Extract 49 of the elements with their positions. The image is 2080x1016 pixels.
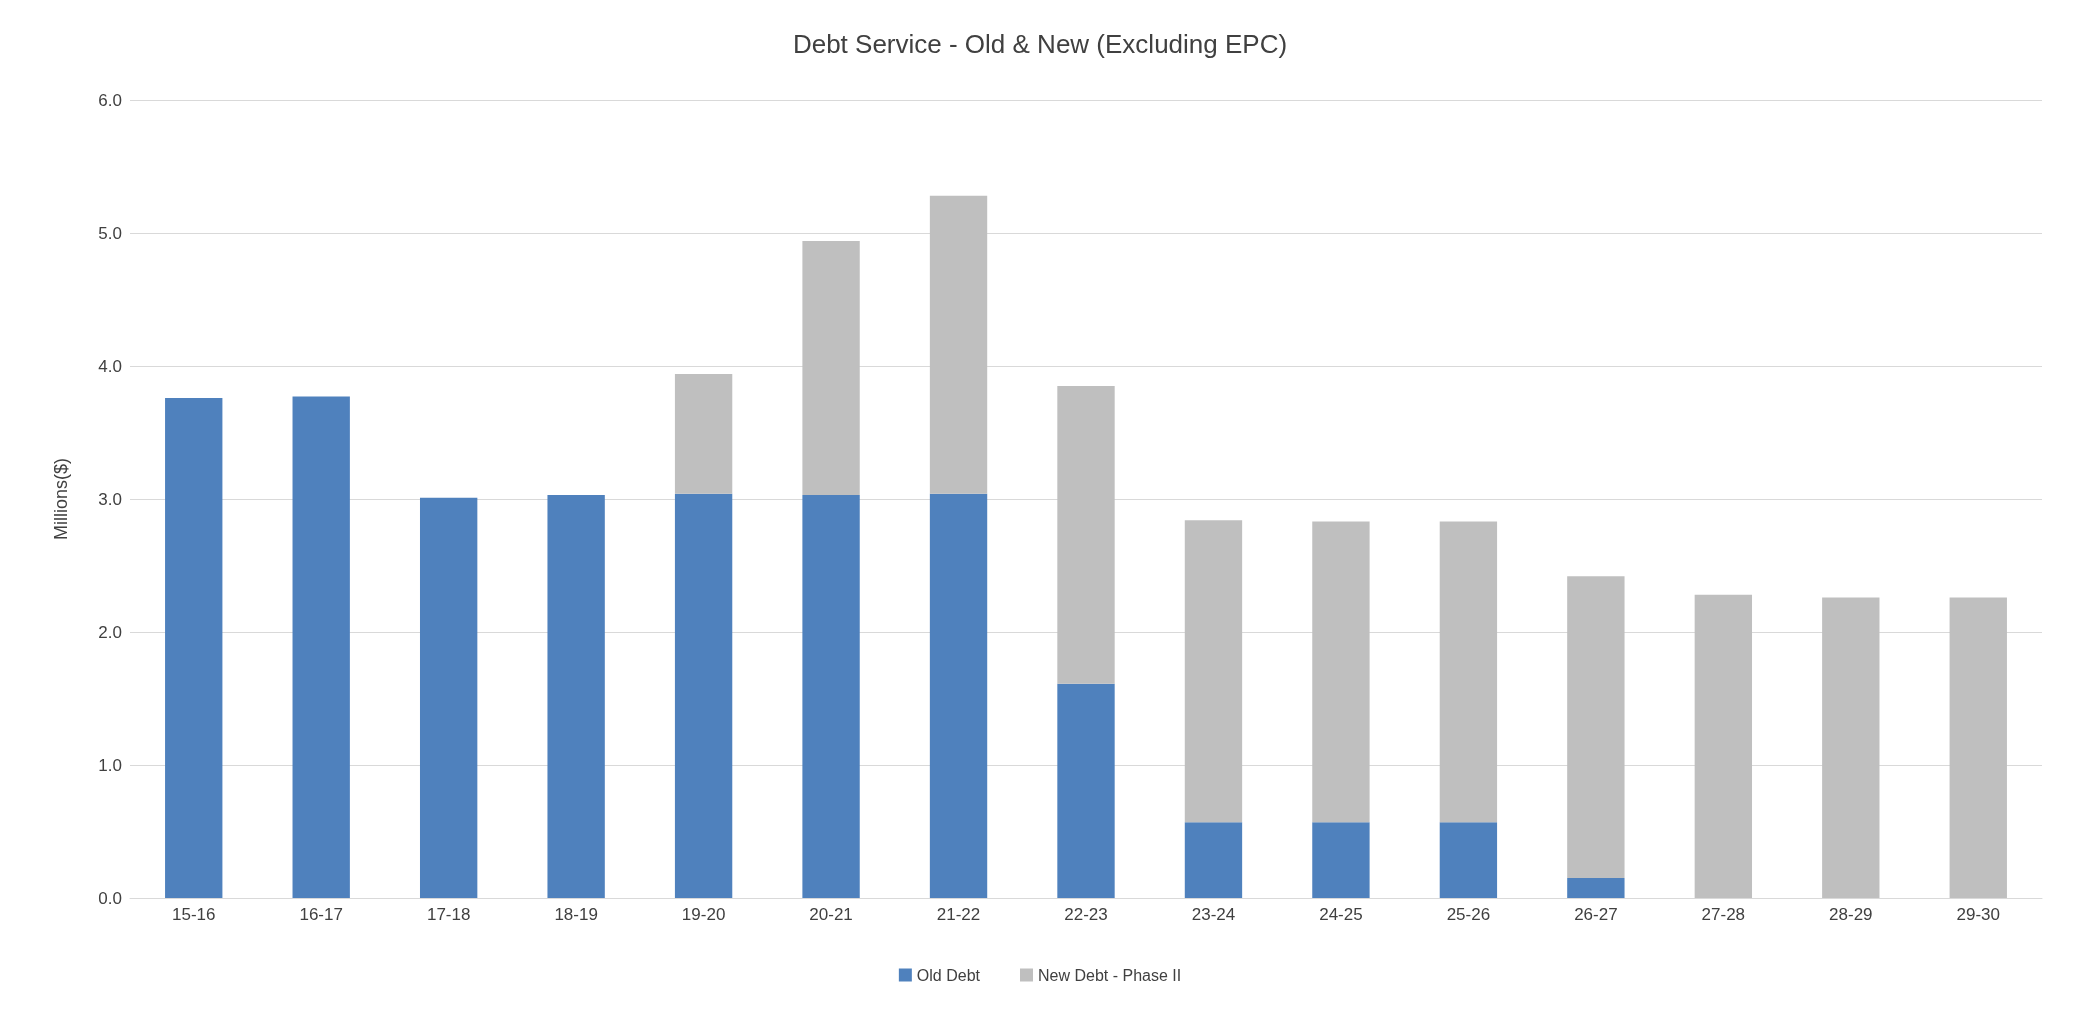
- bar: [802, 240, 860, 496]
- x-tick-label: 25-26: [1446, 905, 1491, 924]
- x-tick-label: 17-18: [426, 905, 471, 924]
- x-tick-label: 18-19: [554, 905, 598, 924]
- bar: [1184, 520, 1243, 823]
- x-tick-label: 21-22: [936, 905, 981, 924]
- x-tick-label: 15-16: [171, 905, 216, 924]
- bar: [1439, 521, 1498, 823]
- bar: [1439, 822, 1498, 898]
- bar: [929, 493, 988, 898]
- chart-title: Debt Service - Old & New (Excluding EPC): [792, 29, 1288, 59]
- bar: [674, 493, 733, 898]
- y-tick-label: 2.0: [98, 622, 122, 642]
- bar: [165, 397, 223, 898]
- bar: [802, 495, 860, 898]
- x-tick-label: 23-24: [1191, 905, 1236, 924]
- y-tick-label: 5.0: [98, 223, 122, 243]
- x-tick-label: 16-17: [299, 905, 343, 924]
- bar: [1822, 597, 1880, 898]
- y-tick-label: 6.0: [98, 90, 122, 110]
- x-tick-label: 26-27: [1574, 905, 1618, 924]
- bar: [929, 195, 988, 494]
- y-tick-label: 4.0: [98, 356, 122, 376]
- x-tick-label: 29-30: [1956, 905, 2001, 924]
- x-tick-label: 28-29: [1829, 905, 1873, 924]
- bar: [1312, 521, 1370, 823]
- x-tick-label: 27-28: [1701, 905, 1746, 924]
- y-tick-label: 3.0: [98, 489, 122, 509]
- x-tick-label: 20-21: [809, 905, 853, 924]
- y-tick-label: 0.0: [98, 888, 122, 908]
- bar: [1949, 597, 2007, 898]
- bar: [1312, 822, 1370, 898]
- x-tick-label: 22-23: [1064, 905, 1108, 924]
- y-axis-title: Millions($): [51, 457, 71, 541]
- bar: [1057, 683, 1115, 898]
- bar: [1567, 576, 1625, 879]
- bar: [292, 396, 350, 898]
- bar: [419, 497, 478, 898]
- x-tick-label: 19-20: [681, 905, 726, 924]
- bar: [1694, 594, 1753, 898]
- bar: [1184, 822, 1243, 898]
- x-tick-label: 24-25: [1319, 905, 1363, 924]
- y-tick-label: 1.0: [98, 755, 122, 775]
- bar: [547, 495, 605, 898]
- bar: [674, 373, 733, 494]
- bar: [1057, 385, 1115, 684]
- legend-label: New Debt - Phase II: [1037, 966, 1182, 984]
- bar: [1567, 878, 1625, 898]
- legend-label: Old Debt: [916, 966, 981, 984]
